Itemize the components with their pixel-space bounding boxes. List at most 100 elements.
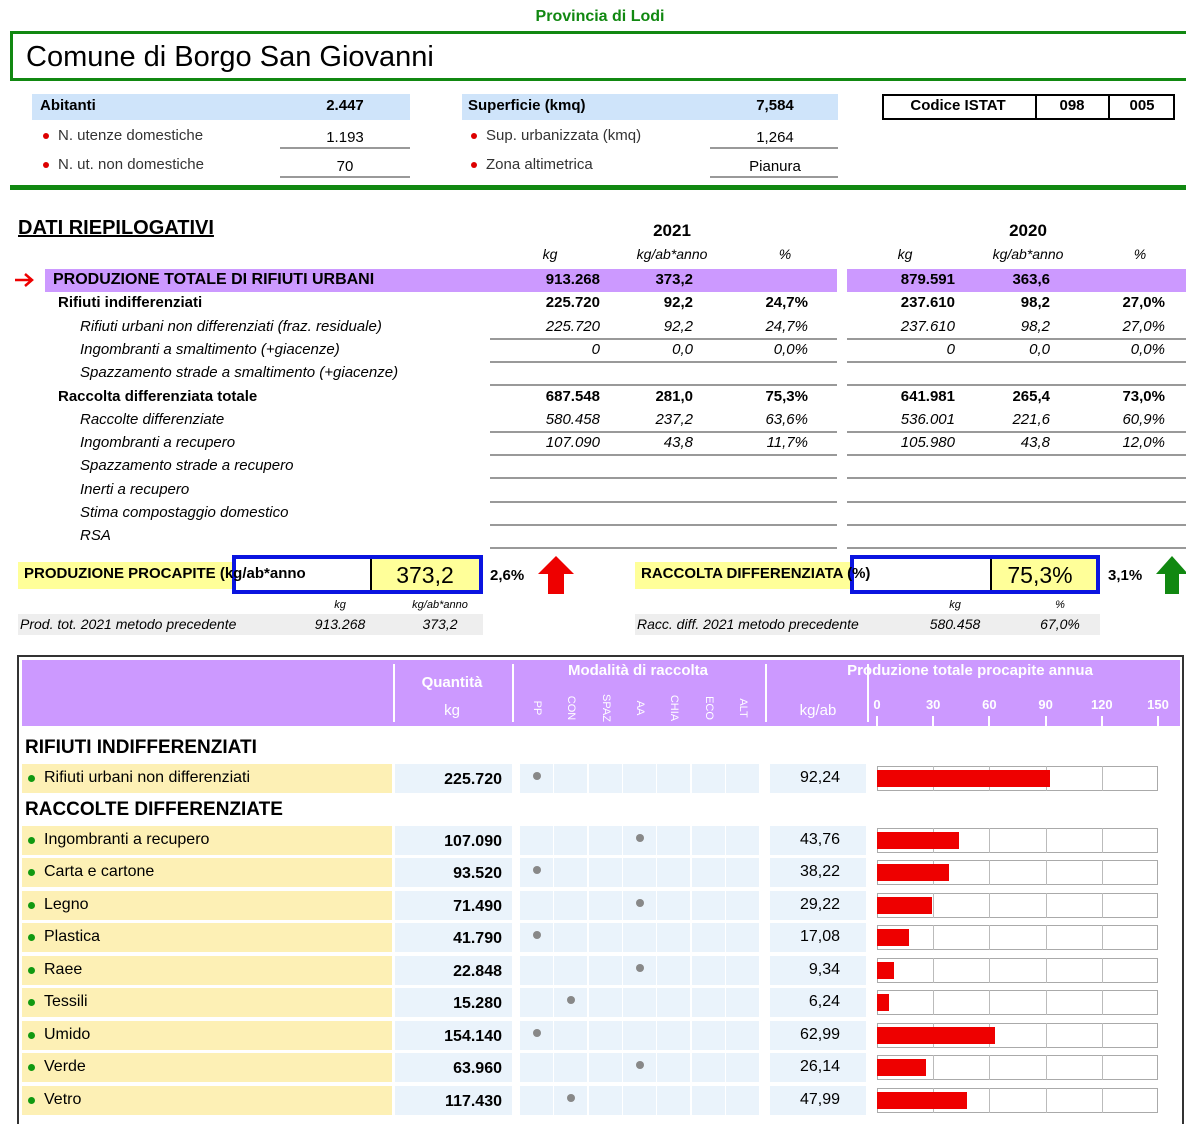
row-underline xyxy=(490,384,837,387)
row-value: 29,22 xyxy=(799,895,840,913)
modality-cell xyxy=(691,955,725,985)
grid-line xyxy=(1101,957,1103,983)
row-underline xyxy=(847,454,1186,457)
row-value: 26,14 xyxy=(799,1058,840,1075)
label-cell xyxy=(22,988,392,1017)
modality-cell xyxy=(691,763,725,793)
modality-cell xyxy=(520,955,553,985)
row-underline xyxy=(847,477,1186,480)
modality-cell xyxy=(622,923,656,952)
bar xyxy=(877,769,1050,787)
x-tick-label: 0 xyxy=(873,697,881,712)
x-tick xyxy=(1044,716,1047,726)
modality-cell xyxy=(725,1053,759,1082)
row-value: 24,7% xyxy=(765,317,808,335)
row-value: 687.548 xyxy=(545,387,600,405)
row-value: 373,2 xyxy=(655,271,693,288)
row-value: 265,4 xyxy=(1012,387,1050,405)
row-underline xyxy=(847,360,1186,363)
row-label: Ingombranti a recupero xyxy=(44,830,210,848)
underline xyxy=(280,176,410,178)
modality-dot xyxy=(533,771,541,780)
row-value: 43,8 xyxy=(663,434,693,452)
modality-cell xyxy=(588,923,622,952)
row-label: Plastica xyxy=(44,928,101,945)
previous-value: 580.458 xyxy=(929,616,981,632)
bullet xyxy=(28,901,35,909)
modality-cell xyxy=(554,890,588,920)
row-value: 0,0% xyxy=(773,340,808,358)
label-cell xyxy=(22,858,392,887)
up-arrow-red xyxy=(538,556,574,594)
modality-cell xyxy=(691,890,725,920)
row-kg: 107.090 xyxy=(444,832,502,850)
bullet xyxy=(28,869,35,876)
row-value: 281,0 xyxy=(655,387,693,405)
column-header: kg xyxy=(542,246,558,262)
modality-cell xyxy=(691,923,725,952)
modality-cell xyxy=(657,988,691,1017)
row-value: 0,0 xyxy=(1029,340,1050,358)
grid-line xyxy=(933,990,935,1015)
row-value: 27,0% xyxy=(1122,294,1165,312)
year: 2020 xyxy=(1009,221,1047,240)
modality-cell xyxy=(691,858,725,887)
row-label: Rifiuti urbani non differenziati (fraz. … xyxy=(80,317,382,335)
grid-line xyxy=(933,925,935,950)
modality-cell xyxy=(588,825,622,855)
modality-cell xyxy=(520,1053,553,1082)
row-value: 879.591 xyxy=(900,271,955,288)
qty-cell xyxy=(395,825,512,855)
row-label: Spazzamento strade a recupero xyxy=(80,457,294,475)
row-value: 363,6 xyxy=(1012,271,1050,288)
divider xyxy=(10,185,1186,190)
grid-line xyxy=(1045,990,1047,1015)
grid-line xyxy=(989,860,991,885)
x-tick xyxy=(1100,716,1103,726)
modality-cell xyxy=(588,1053,622,1082)
row-underline xyxy=(847,430,1186,433)
info-label: N. utenze domestiche xyxy=(58,127,204,144)
qty-cell xyxy=(395,1085,512,1115)
istat-code: 098 xyxy=(1059,97,1085,114)
label-cell xyxy=(22,955,392,985)
row-value: 6,24 xyxy=(808,993,840,1010)
value-cell xyxy=(770,1053,866,1082)
row-value: 0,0% xyxy=(1130,340,1165,358)
row-value: 225.720 xyxy=(545,294,600,312)
kpi-unit: kg xyxy=(949,599,961,611)
modality-cell xyxy=(588,1020,622,1050)
modality-cell xyxy=(520,1085,553,1115)
value-cell xyxy=(770,923,866,952)
header-sep xyxy=(393,664,395,722)
modality-cell xyxy=(554,955,588,985)
column-header: % xyxy=(1133,246,1147,262)
row-value: 98,2 xyxy=(1020,294,1050,312)
row-value: 11,7% xyxy=(766,434,808,452)
modality-cell xyxy=(725,858,759,887)
grid-line xyxy=(989,892,991,918)
modality-cell xyxy=(554,858,588,887)
x-tick-label: 30 xyxy=(925,697,941,712)
row-kg: 63.960 xyxy=(453,1060,502,1077)
column-header: kg/ab*anno xyxy=(636,246,708,262)
header-sep xyxy=(867,664,869,722)
grid-line xyxy=(1045,1055,1047,1080)
previous-label: Prod. tot. 2021 metodo precedente xyxy=(20,616,237,632)
row-underline xyxy=(847,524,1186,526)
group-title: RIFIUTI INDIFFERENZIATI xyxy=(25,737,257,758)
info-value: 7,584 xyxy=(756,97,794,114)
row-kg: 117.430 xyxy=(445,1092,502,1110)
info-label: Sup. urbanizzata (kmq) xyxy=(486,127,642,144)
grid-line xyxy=(1101,1055,1103,1080)
modality-cell xyxy=(588,763,622,793)
modality-cell xyxy=(520,890,553,920)
bullet xyxy=(43,133,49,139)
row-kg: 15.280 xyxy=(453,995,502,1012)
grid-line xyxy=(933,957,935,983)
grid-line xyxy=(1045,860,1047,885)
row-underline xyxy=(847,384,1186,387)
row-kg: 41.790 xyxy=(453,930,502,947)
info-label: Superficie (kmq) xyxy=(468,97,586,114)
row-value: 43,8 xyxy=(1020,434,1050,452)
